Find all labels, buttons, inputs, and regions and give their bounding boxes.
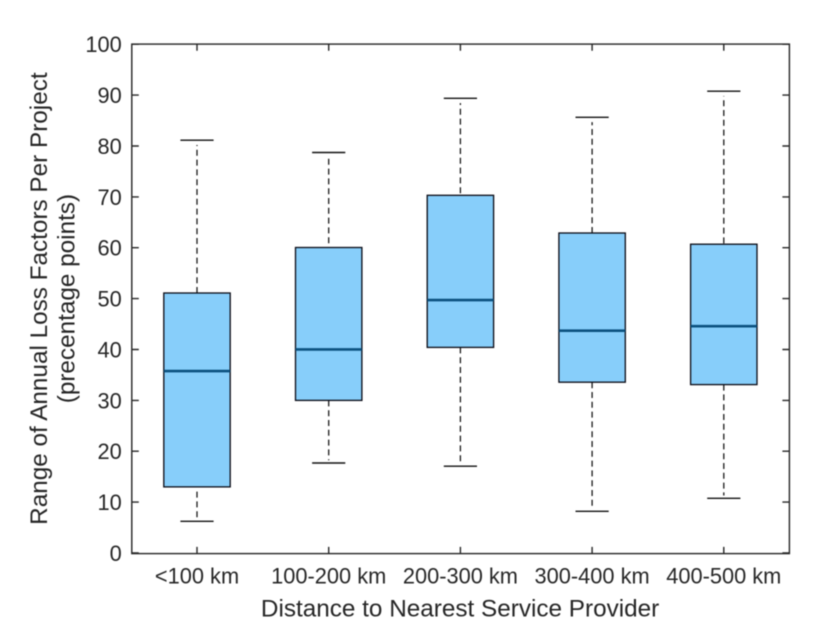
svg-text:200-300 km: 200-300 km [403, 563, 518, 588]
svg-text:30: 30 [98, 388, 122, 413]
svg-text:60: 60 [98, 236, 122, 261]
svg-text:100-200 km: 100-200 km [271, 563, 386, 588]
svg-text:10: 10 [98, 490, 122, 515]
svg-text:50: 50 [98, 287, 122, 312]
svg-text:90: 90 [98, 83, 122, 108]
svg-text:20: 20 [98, 439, 122, 464]
svg-text:100: 100 [85, 32, 121, 57]
svg-text:Distance to Nearest Service Pr: Distance to Nearest Service Provider [261, 596, 659, 623]
svg-text:<100 km: <100 km [155, 563, 239, 588]
svg-text:(precentage points): (precentage points) [54, 194, 81, 403]
svg-text:0: 0 [110, 541, 122, 566]
svg-text:70: 70 [98, 185, 122, 210]
svg-text:400-500 km: 400-500 km [666, 563, 781, 588]
svg-text:300-400 km: 300-400 km [535, 563, 650, 588]
svg-text:40: 40 [98, 338, 122, 363]
svg-text:Range of Annual Loss Factors P: Range of Annual Loss Factors Per Project [26, 72, 53, 525]
svg-text:80: 80 [98, 134, 122, 159]
